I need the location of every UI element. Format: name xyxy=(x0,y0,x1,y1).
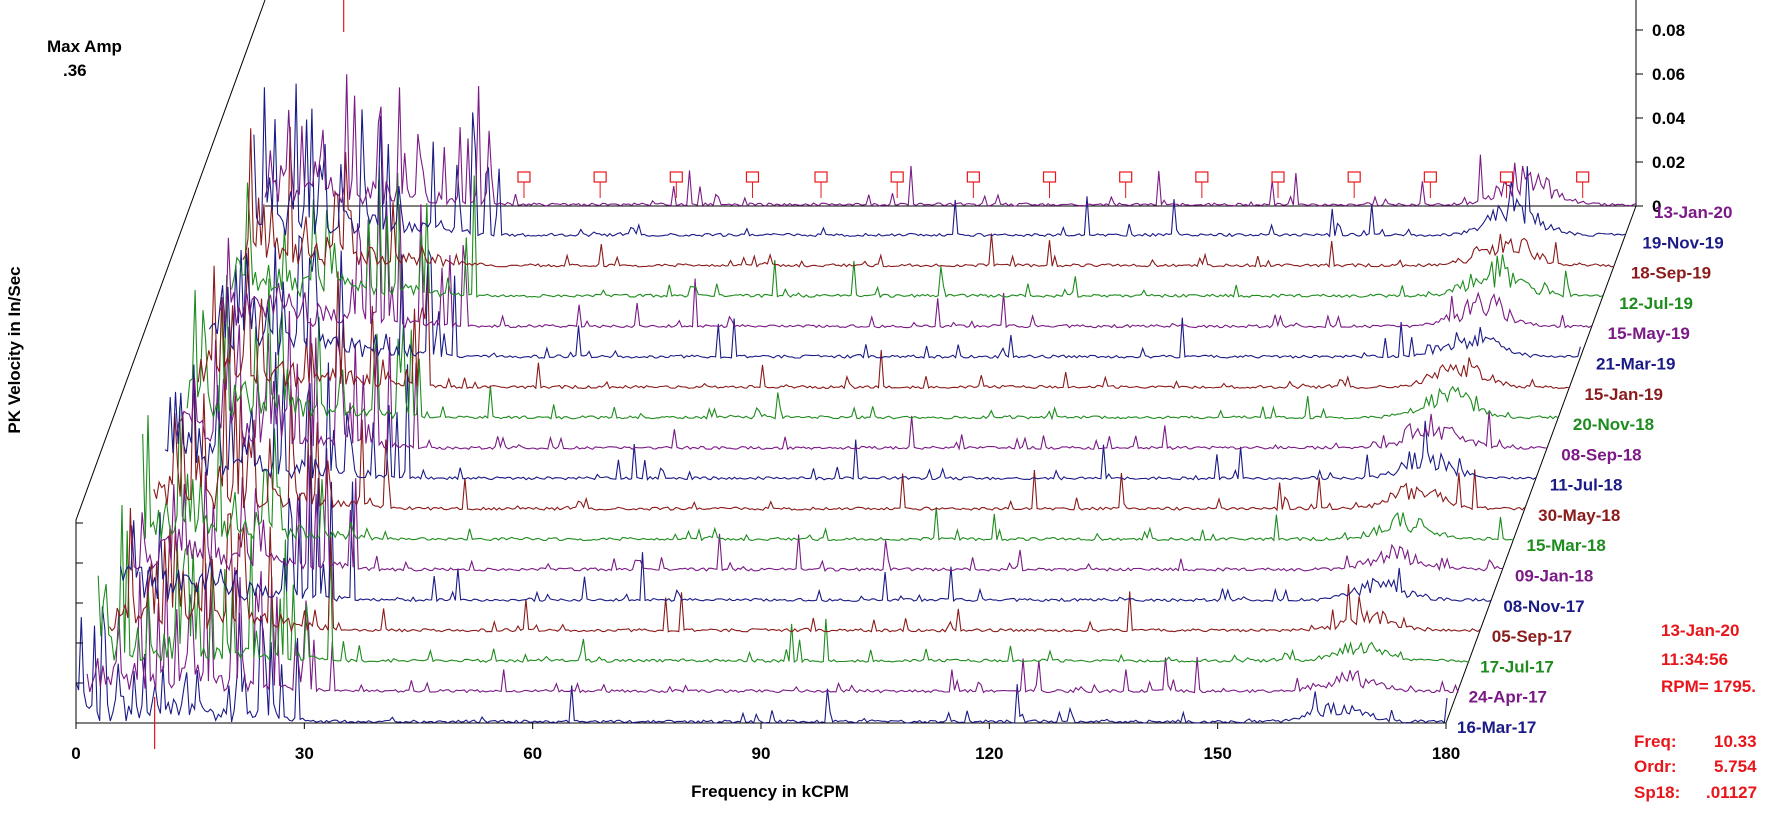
trace-line xyxy=(208,234,1581,359)
trace-line xyxy=(119,455,1492,603)
trace-line xyxy=(253,83,1626,238)
y-tick-label: 0 xyxy=(1652,197,1661,216)
harmonic-marker xyxy=(1423,171,1437,183)
trace-line xyxy=(86,563,1459,694)
trace-line xyxy=(231,166,1603,299)
harmonic-marker xyxy=(890,171,904,183)
x-axis-title: Frequency in kCPM xyxy=(691,782,849,801)
freq-value: 10.33 xyxy=(1714,732,1757,751)
series-label: 08-Nov-17 xyxy=(1503,597,1584,616)
ordr-label: Ordr: xyxy=(1634,757,1677,776)
harmonic-marker xyxy=(814,171,828,183)
series-labels: 16-Mar-17 24-Apr-17 17-Jul-17 05-Sep-17 08-N… xyxy=(1457,203,1732,737)
y-tick-label: 0.06 xyxy=(1652,65,1685,84)
y-tick-label: 0.08 xyxy=(1652,21,1685,40)
trace-line xyxy=(186,274,1559,421)
series-label: 15-May-19 xyxy=(1608,324,1690,343)
sp-label: Sp18: xyxy=(1634,783,1681,802)
x-tick-label: 180 xyxy=(1432,744,1460,763)
info-date: 13-Jan-20 xyxy=(1661,621,1740,640)
trace-line xyxy=(175,310,1548,451)
series-label: 30-May-18 xyxy=(1538,506,1620,525)
trace-line xyxy=(97,504,1470,664)
harmonic-markers xyxy=(154,0,1590,749)
series-label: 09-Jan-18 xyxy=(1515,567,1593,586)
harmonic-marker xyxy=(1119,171,1133,183)
harmonic-marker xyxy=(669,171,683,183)
x-tick-label: 150 xyxy=(1203,744,1231,763)
series-label: 15-Jan-19 xyxy=(1584,385,1662,404)
sp-value: .01127 xyxy=(1706,783,1758,802)
x-tick-label: 30 xyxy=(295,744,314,763)
x-tick-label: 0 xyxy=(71,744,80,763)
max-amp-label: Max Amp xyxy=(47,37,122,56)
y-tick-label: 0.02 xyxy=(1652,153,1685,172)
x-tick-label: 120 xyxy=(975,744,1003,763)
x-tick-label: 60 xyxy=(523,744,542,763)
harmonic-marker xyxy=(517,171,531,183)
harmonic-marker xyxy=(1195,171,1209,183)
amp-diagonal xyxy=(75,0,266,521)
trace-line xyxy=(108,507,1481,633)
max-amp-value: .36 xyxy=(63,61,87,80)
y-tick-label: 0.04 xyxy=(1652,109,1686,128)
y-axis-title: PK Velocity in In/Sec xyxy=(5,266,24,433)
series-label: 13-Jan-20 xyxy=(1654,203,1732,222)
series-label: 21-Mar-19 xyxy=(1596,354,1675,373)
trace-line xyxy=(153,361,1526,512)
series-label: 11-Jul-18 xyxy=(1550,476,1623,495)
series-label: 18-Sep-19 xyxy=(1631,264,1711,283)
harmonic-marker xyxy=(966,171,980,183)
harmonic-marker xyxy=(1042,171,1057,183)
series-label: 24-Apr-17 xyxy=(1469,688,1547,707)
harmonic-marker xyxy=(1347,171,1361,183)
info-time: 11:34:56 xyxy=(1661,650,1729,669)
freq-label: Freq: xyxy=(1634,732,1677,751)
harmonic-marker xyxy=(1499,171,1514,183)
harmonic-marker xyxy=(593,171,607,183)
trace-line xyxy=(142,403,1514,542)
ordr-value: 5.754 xyxy=(1714,757,1757,776)
axis-ticks: 0 30 60 90 120 150 180 0 0.02 0.04 0.06 0.08 xyxy=(71,21,1685,763)
series-label: 20-Nov-18 xyxy=(1573,415,1654,434)
spectrum-traces xyxy=(75,74,1637,725)
harmonic-marker xyxy=(1271,171,1285,183)
trace-line xyxy=(75,606,1448,725)
series-label: 15-Mar-18 xyxy=(1527,536,1606,555)
series-label: 08-Sep-18 xyxy=(1561,445,1641,464)
harmonic-marker xyxy=(745,171,760,183)
depth-axis-right xyxy=(1445,205,1637,724)
series-label: 17-Jul-17 xyxy=(1480,657,1554,676)
series-label: 19-Nov-19 xyxy=(1642,233,1723,252)
series-label: 05-Sep-17 xyxy=(1492,627,1572,646)
series-label: 16-Mar-17 xyxy=(1457,718,1536,737)
trace-line xyxy=(131,443,1503,572)
harmonic-marker xyxy=(1576,171,1590,183)
trace-line xyxy=(264,74,1637,208)
trace-line xyxy=(219,180,1592,329)
x-tick-label: 90 xyxy=(752,744,771,763)
trace-line xyxy=(242,126,1614,268)
info-rpm: RPM= 1795. xyxy=(1661,677,1756,696)
series-label: 12-Jul-19 xyxy=(1619,294,1693,313)
trace-line xyxy=(164,351,1537,481)
